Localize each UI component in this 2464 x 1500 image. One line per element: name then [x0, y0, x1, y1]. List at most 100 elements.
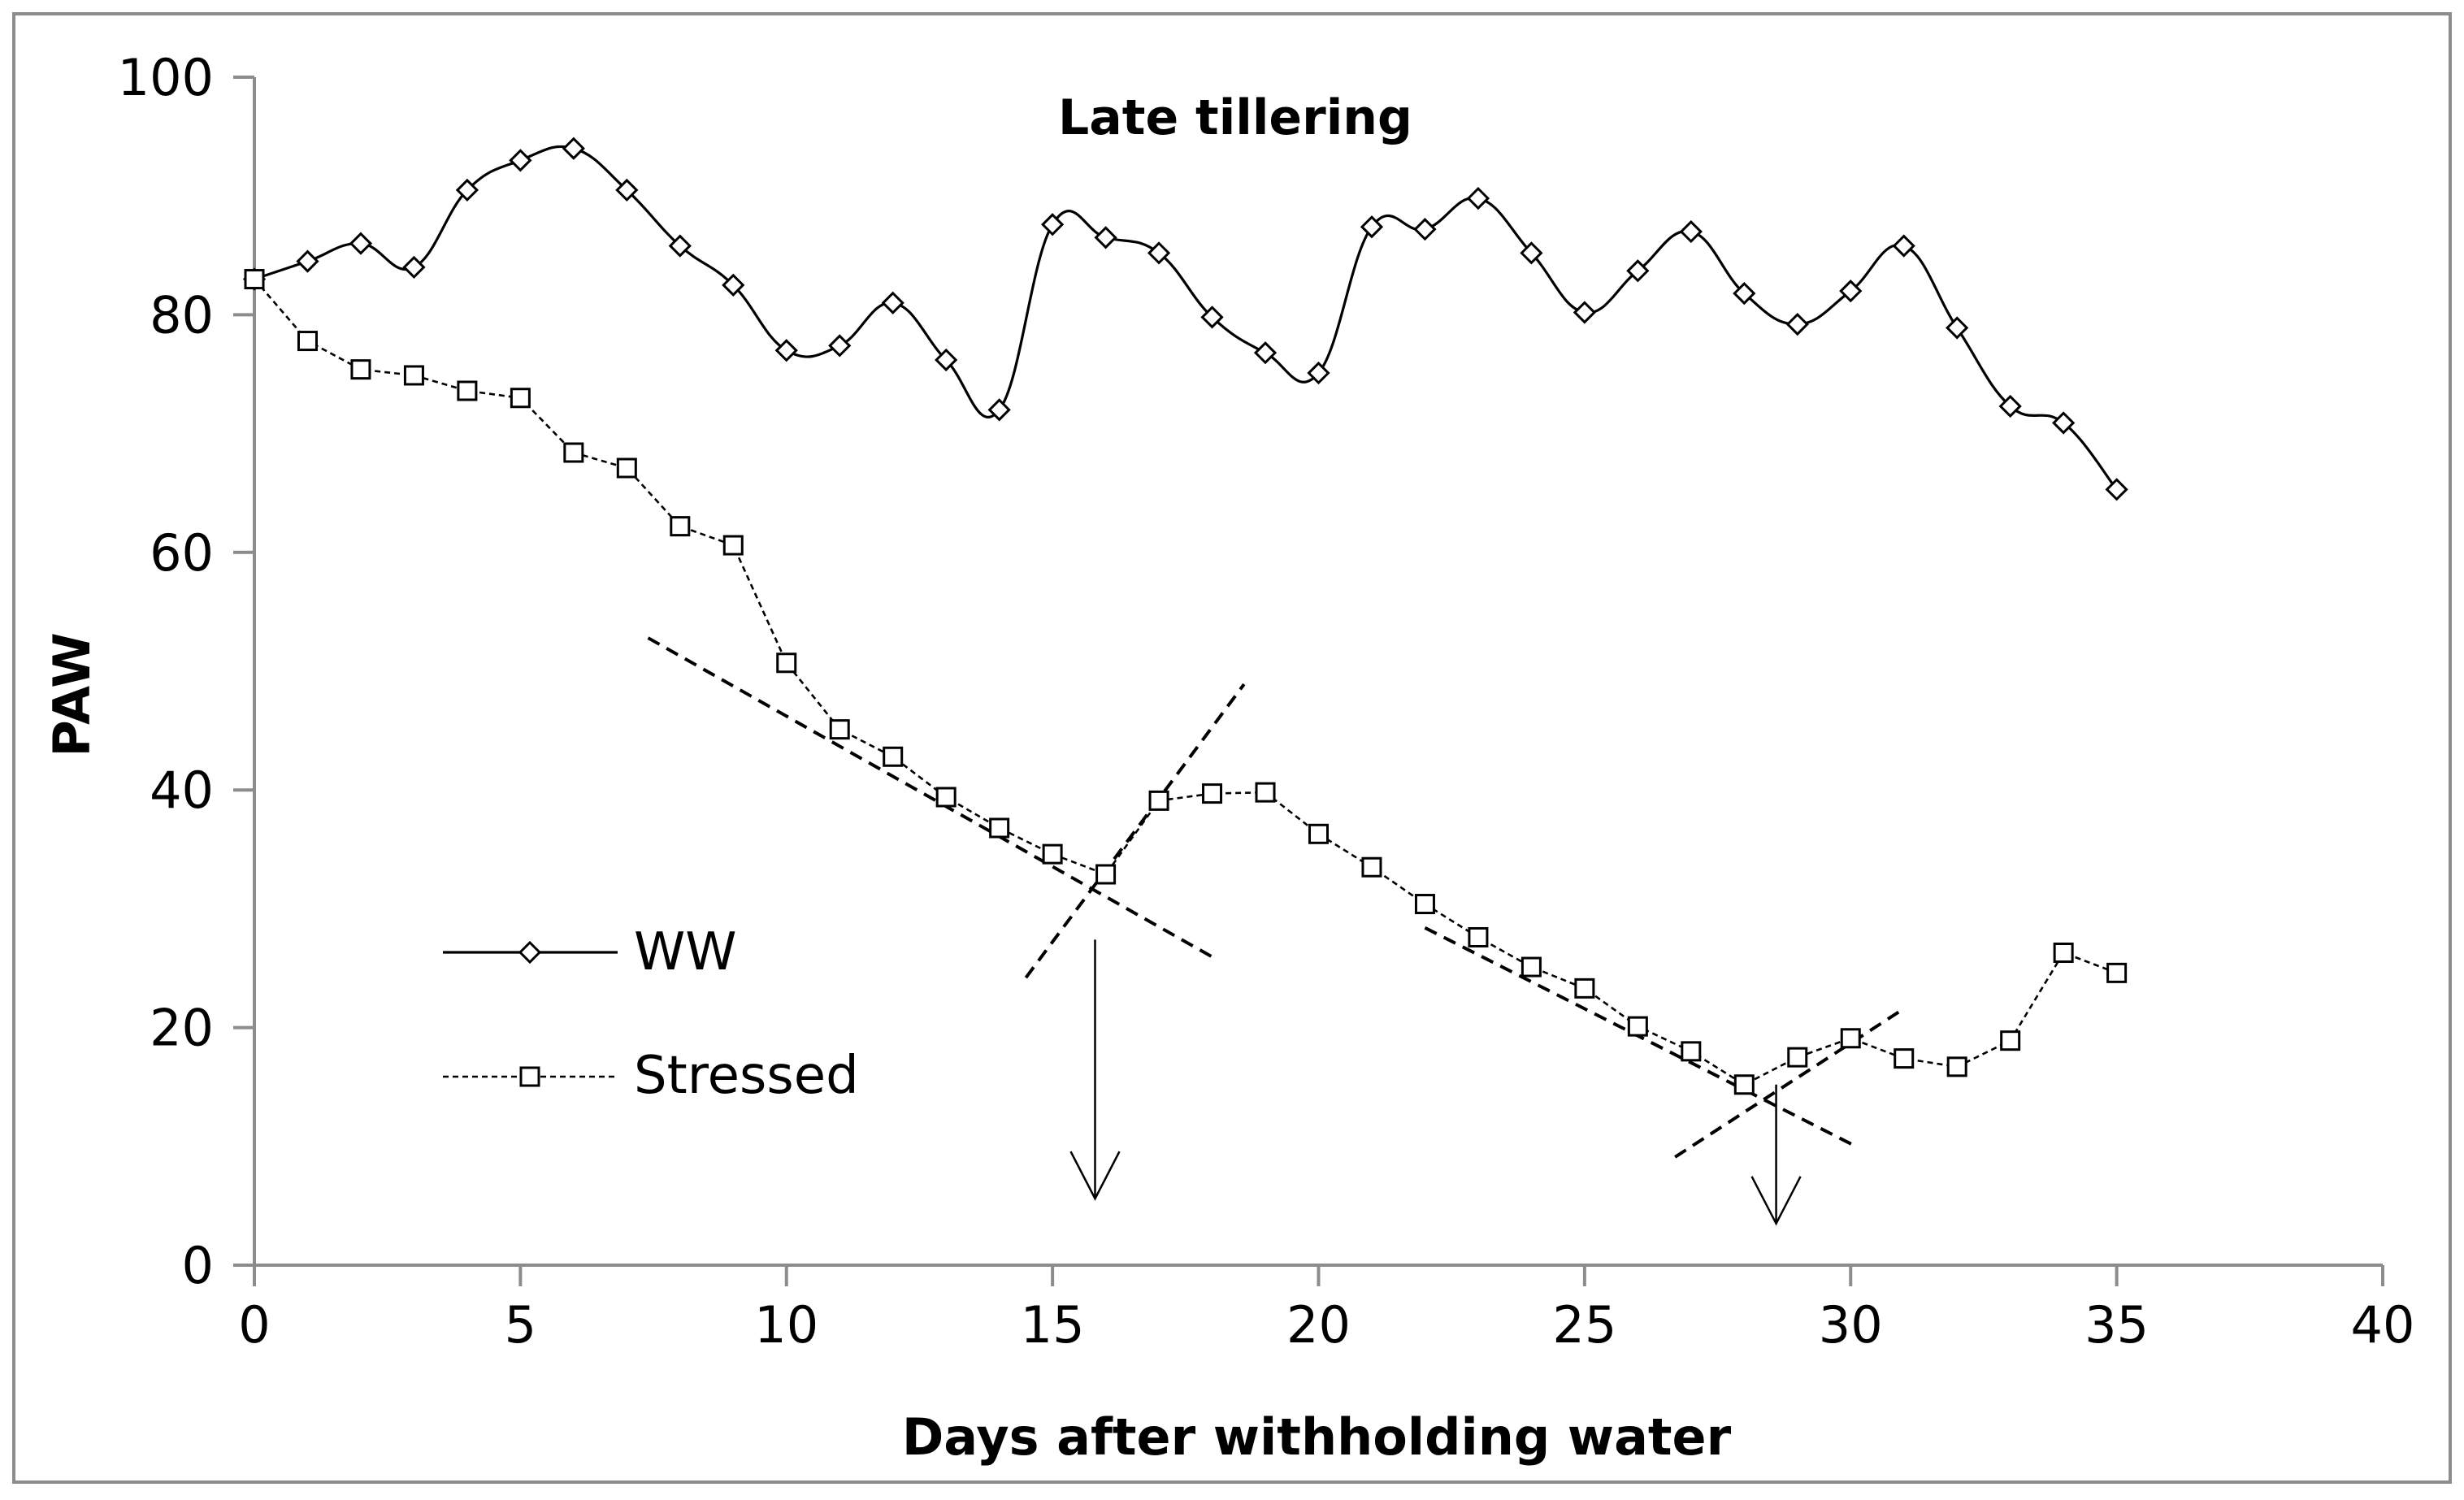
data-point-stressed	[1681, 1041, 1702, 1062]
x-tick-label: 15	[1021, 1295, 1085, 1355]
legend-label-ww: WW	[634, 922, 737, 982]
data-point-ww	[1733, 281, 1756, 306]
series	[242, 137, 2128, 1095]
y-tick-label: 60	[150, 523, 214, 583]
data-point-ww	[1946, 316, 1969, 340]
data-point-stressed	[1520, 956, 1542, 978]
data-point-stressed	[883, 746, 904, 767]
data-point-ww	[1307, 361, 1330, 385]
data-point-stressed	[1574, 978, 1595, 999]
data-point-ww	[1573, 301, 1597, 324]
data-point-stressed	[350, 359, 371, 380]
data-point-ww	[1998, 394, 2022, 418]
data-point-ww	[1626, 259, 1650, 283]
data-point-ww	[1785, 312, 1809, 336]
arrow-head	[1069, 1151, 1121, 1201]
data-point-ww	[455, 178, 479, 202]
tick-labels: 0 5 10 15 20 25 30 35 40 0 20 40 60 80 100	[118, 48, 2415, 1355]
data-point-ww	[1679, 219, 1703, 244]
data-point-stressed	[989, 817, 1010, 839]
data-point-stressed	[510, 388, 531, 409]
data-point-stressed	[244, 269, 265, 290]
data-point-stressed	[1042, 843, 1063, 865]
data-point-ww	[1253, 341, 1278, 365]
data-point-ww	[562, 137, 585, 160]
y-tick-label: 40	[150, 761, 214, 820]
data-point-ww	[935, 348, 958, 372]
axes	[233, 76, 2384, 1286]
arrow-head	[1750, 1176, 1802, 1226]
x-tick-label: 30	[1819, 1295, 1883, 1355]
data-point-ww	[774, 339, 798, 362]
trend-line	[1674, 1010, 1900, 1159]
legend-label-stressed: Stressed	[634, 1046, 859, 1106]
trend-line	[1024, 683, 1246, 979]
data-point-stressed	[1468, 926, 1489, 947]
data-point-stressed	[935, 787, 957, 808]
x-tick-label: 0	[238, 1295, 270, 1355]
data-point-stressed	[563, 442, 584, 463]
trend-line	[1424, 926, 1857, 1148]
data-point-stressed	[1095, 864, 1117, 885]
data-point-stressed	[1255, 782, 1276, 803]
y-tick-label: 0	[182, 1236, 214, 1295]
data-point-stressed	[403, 365, 424, 386]
x-tick-label: 20	[1286, 1295, 1351, 1355]
series-line-ww	[254, 145, 2118, 491]
data-point-stressed	[1627, 1016, 1648, 1037]
x-tick-label: 35	[2084, 1295, 2149, 1355]
data-point-ww	[296, 249, 319, 273]
data-point-stressed	[1308, 823, 1329, 844]
series-stressed	[244, 269, 2128, 1095]
data-point-ww	[1413, 218, 1437, 241]
series-ww	[242, 137, 2128, 501]
data-point-stressed	[1414, 894, 1435, 915]
data-point-ww	[1147, 241, 1171, 265]
data-point-stressed	[1946, 1056, 1967, 1077]
y-tick-label: 100	[118, 48, 214, 107]
data-point-ww	[1839, 280, 1863, 303]
data-point-stressed	[1733, 1074, 1755, 1095]
data-point-ww	[402, 255, 426, 280]
data-point-ww	[828, 334, 852, 358]
data-point-stressed	[670, 516, 691, 537]
y-tick-label: 80	[150, 285, 214, 345]
data-point-stressed	[776, 652, 797, 674]
legend-marker-ww	[518, 940, 542, 965]
data-point-stressed	[457, 380, 478, 401]
data-point-stressed	[829, 719, 850, 740]
x-tick-label: 40	[2351, 1295, 2415, 1355]
data-point-ww	[722, 273, 745, 297]
legend-marker-stressed	[519, 1066, 540, 1087]
legend-item-stressed	[443, 1066, 618, 1087]
x-tick-label: 25	[1552, 1295, 1616, 1355]
data-point-stressed	[2106, 962, 2128, 983]
x-axis-title: Days after withholding water	[902, 1407, 1732, 1467]
data-point-stressed	[2000, 1030, 2021, 1051]
data-point-stressed	[1361, 856, 1382, 878]
data-point-ww	[987, 398, 1011, 422]
x-tick-label: 5	[505, 1295, 536, 1355]
data-point-stressed	[297, 331, 318, 352]
data-point-ww	[349, 232, 373, 255]
data-point-stressed	[722, 535, 744, 556]
data-point-ww	[1200, 306, 1224, 329]
chart-title: Late tillering	[1058, 89, 1412, 146]
data-point-ww	[668, 234, 692, 258]
data-point-stressed	[1202, 783, 1223, 804]
legend-item-ww	[443, 940, 618, 965]
x-tick-label: 10	[754, 1295, 818, 1355]
data-point-ww	[615, 178, 639, 202]
y-axis-title: PAW	[42, 632, 102, 757]
data-point-stressed	[616, 457, 637, 479]
data-point-stressed	[1148, 790, 1169, 811]
y-tick-label: 20	[150, 999, 214, 1058]
data-point-ww	[881, 291, 904, 314]
data-point-ww	[1094, 226, 1117, 249]
data-point-stressed	[2053, 942, 2074, 963]
data-point-ww	[1360, 215, 1384, 239]
data-point-ww	[2052, 411, 2076, 435]
